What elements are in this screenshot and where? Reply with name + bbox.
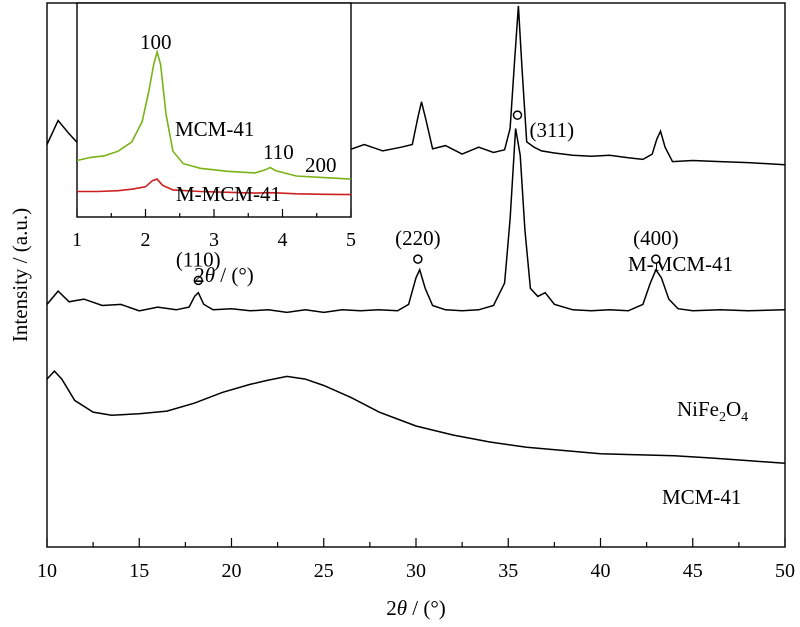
- curve-label-m-mcm-41: M-MCM-41: [628, 252, 733, 276]
- main-x-axis-label: 2θ / (°): [386, 596, 446, 620]
- inset-series-line-mcm-41: [76, 49, 352, 180]
- peak-annotations: (110) (220) (311) (400): [176, 110, 679, 286]
- x-tick-label: 45: [683, 560, 703, 582]
- x-tick-label: 20: [222, 560, 242, 582]
- peak-marker: [651, 254, 661, 264]
- inset-peak-label-100: 100: [140, 30, 172, 54]
- peak-label: (311): [529, 118, 574, 142]
- curve-label-nife2o4: NiFe2O4: [677, 397, 748, 425]
- x-tick-label: 15: [129, 560, 149, 582]
- y-axis-label: Intensity / (a.u.): [8, 208, 32, 342]
- peak-marker: [512, 110, 523, 120]
- peak-label: (110): [176, 247, 221, 271]
- x-tick-label: 35: [498, 560, 518, 582]
- peak-label: (400): [633, 226, 679, 250]
- inset-curve-label-mcm-41: MCM-41: [175, 117, 254, 141]
- x-tick-label: 25: [314, 560, 334, 582]
- peak-marker: [413, 254, 423, 264]
- x-tick-label: 40: [591, 560, 611, 582]
- inset-plot-frame: [76, 2, 352, 218]
- inset-x-tick-label: 5: [346, 229, 356, 251]
- main-x-ticks: 10 15 20 25 30 35 40 45 50: [37, 538, 795, 582]
- inset-x-tick-label: 2: [141, 229, 151, 251]
- x-tick-label: 10: [37, 560, 57, 582]
- inset-peak-label-110: 110: [263, 140, 294, 164]
- inset-peak-label-200: 200: [305, 153, 337, 177]
- inset-x-ticks: 1 2 3 4 5: [72, 209, 356, 251]
- inset-x-tick-label: 4: [278, 229, 288, 251]
- inset-x-tick-label: 1: [72, 229, 82, 251]
- curve-label-mcm-41: MCM-41: [662, 485, 741, 509]
- x-tick-label: 30: [406, 560, 426, 582]
- series-line-mcm-41: [46, 369, 786, 465]
- inset-series-line-m-mcm-41: [77, 178, 352, 196]
- peak-marker: [193, 275, 204, 286]
- x-tick-label: 50: [775, 560, 795, 582]
- peak-label: (220): [395, 226, 441, 250]
- inset-x-tick-label: 3: [209, 229, 219, 251]
- series-line-nife2o4: [46, 128, 786, 314]
- inset-x-axis-label: 2θ / (°): [194, 263, 254, 287]
- inset-curve-label-m-mcm-41: M-MCM-41: [176, 182, 281, 206]
